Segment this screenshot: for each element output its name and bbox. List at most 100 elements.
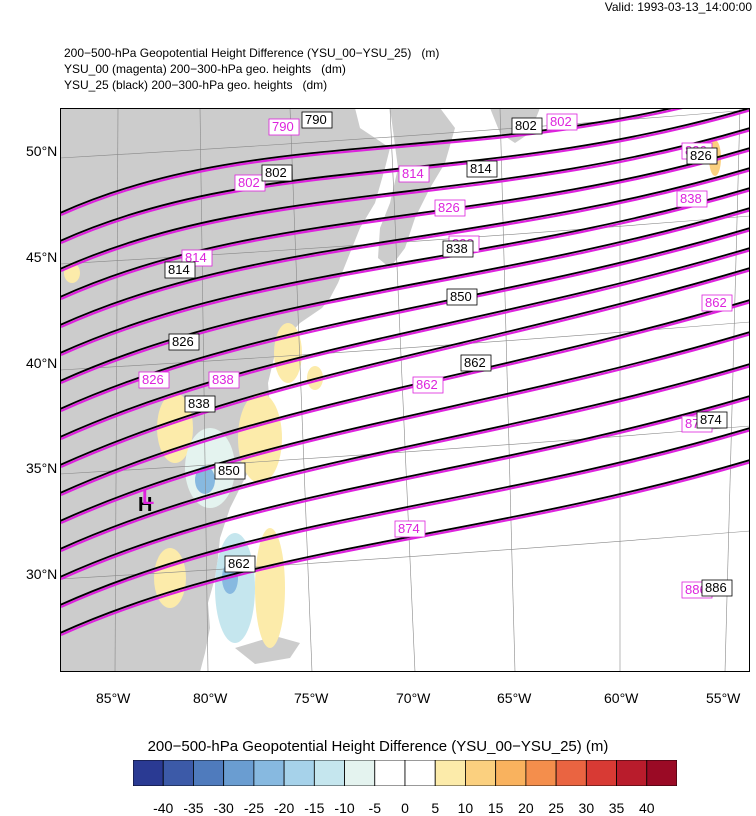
colorbar-tick-label: -40: [153, 800, 174, 816]
contour-line-black: [60, 427, 750, 606]
contour-label: 850: [450, 289, 472, 304]
contour-label-box: [301, 111, 333, 129]
contour-label: 790: [305, 112, 327, 127]
colorbar-swatch: [555, 760, 587, 786]
lat-label-35n: 35°N: [26, 460, 58, 476]
contour-label: 838: [188, 396, 210, 411]
contour-label: 826: [172, 334, 194, 349]
lat-label-40n: 40°N: [26, 355, 58, 371]
title-line-2: YSU_00 (magenta) 200−300-hPa geo. height…: [64, 62, 346, 76]
contour-line-magenta: [60, 397, 750, 581]
contour-label: 802: [265, 165, 287, 180]
colorbar-title: 200−500-hPa Geopotential Height Differen…: [147, 738, 609, 755]
contour-line-magenta: [60, 209, 750, 385]
contour-label-box: [546, 113, 578, 131]
contour-label-box: [442, 240, 474, 258]
colorbar-swatch: [616, 760, 648, 786]
parallel-line: [60, 109, 750, 159]
meridian-line: [114, 108, 119, 672]
contour-label: 838: [212, 372, 234, 387]
land-area: [60, 108, 390, 672]
meridian-line: [199, 108, 209, 672]
colorbar-tick-label: -30: [213, 800, 234, 816]
contour-label-box: [208, 371, 240, 389]
contour-line-magenta: [60, 365, 750, 553]
lon-label-65w: 65°W: [497, 690, 532, 706]
contour-line-magenta: [60, 189, 750, 357]
meridian-line: [724, 108, 741, 672]
contour-label-box: [214, 462, 246, 480]
colorbar-swatch: [646, 760, 677, 786]
contour-label-box: [701, 579, 733, 597]
contour-label: 862: [705, 295, 727, 310]
title-line-3: YSU_25 (black) 200−300-hPa geo. heights …: [64, 78, 328, 92]
contour-label-box: [701, 294, 733, 312]
map-frame: [60, 108, 750, 672]
contour-label: 838: [680, 191, 702, 206]
contour-label: 886: [705, 580, 727, 595]
lat-label-45n: 45°N: [26, 249, 58, 265]
height-contours: [60, 108, 750, 637]
contour-line-magenta: [60, 149, 750, 301]
contour-label-box: [446, 288, 478, 306]
contour-line-black: [60, 167, 750, 326]
contour-line-black: [60, 108, 677, 214]
contour-line-black: [60, 395, 750, 578]
contour-line-magenta: [60, 109, 750, 245]
colorbar-swatch: [404, 760, 436, 786]
contour-label-box: [268, 118, 300, 136]
colorbar-swatch: [495, 760, 527, 786]
colorbar-tick-label: 35: [608, 800, 625, 816]
colorbar-swatch: [253, 760, 285, 786]
contour-label: 874: [700, 412, 722, 427]
valid-time: Valid: 1993-03-13_14:00:00: [604, 0, 752, 14]
colorbar: [133, 760, 677, 786]
contour-label: 790: [272, 119, 294, 134]
contour-line-black: [60, 147, 750, 298]
land-cuba: [235, 636, 300, 664]
parallel-line: [60, 530, 750, 580]
contour-line-magenta: [60, 269, 750, 469]
contour-line-black: [60, 459, 750, 634]
contour-label: 826: [438, 200, 460, 215]
contour-label: 802: [515, 118, 537, 133]
colorbar-tick-label: 0: [401, 800, 409, 816]
contour-label: 862: [228, 556, 250, 571]
colorbar-swatch: [193, 760, 225, 786]
contour-line-black: [60, 127, 750, 270]
colorbar-tick-label: -20: [273, 800, 295, 816]
low-marker: L: [142, 487, 154, 509]
lon-label-80w: 80°W: [193, 690, 228, 706]
colorbar-tick-label: -15: [304, 800, 325, 816]
contour-line-magenta: [60, 108, 688, 217]
contour-label: 802: [550, 114, 572, 129]
contour-label: 814: [168, 262, 190, 277]
contour-line-magenta: [60, 301, 750, 497]
contour-label: 814: [402, 166, 424, 181]
contour-label-box: [261, 164, 293, 182]
contour-label-box: [460, 354, 492, 372]
contour-label-box: [434, 199, 466, 217]
colorbar-swatch: [344, 760, 376, 786]
contour-label-box: [184, 395, 216, 413]
colorbar-tick-label: 5: [431, 800, 440, 816]
colorbar-swatch: [434, 760, 466, 786]
colorbar-swatch: [585, 760, 617, 786]
contour-label-box: [234, 174, 266, 192]
contour-line-black: [60, 247, 750, 438]
contour-label: 874: [398, 521, 420, 536]
contour-label-box: [412, 376, 444, 394]
meridian-line: [289, 108, 313, 672]
contour-label: 826: [690, 148, 712, 163]
colorbar-tick-label: 15: [487, 800, 504, 816]
contour-line-black: [60, 207, 750, 382]
lon-label-60w: 60°W: [604, 690, 639, 706]
contour-line-magenta: [60, 249, 750, 441]
contour-label-box: [511, 117, 543, 135]
contour-label-box: [138, 371, 170, 389]
colorbar-tick-label: -10: [334, 800, 355, 816]
colorbar-swatch: [313, 760, 345, 786]
contour-label: 862: [416, 377, 438, 392]
plot-titles: 200−500-hPa Geopotential Height Differen…: [64, 45, 439, 93]
colorbar-swatch: [223, 760, 255, 786]
